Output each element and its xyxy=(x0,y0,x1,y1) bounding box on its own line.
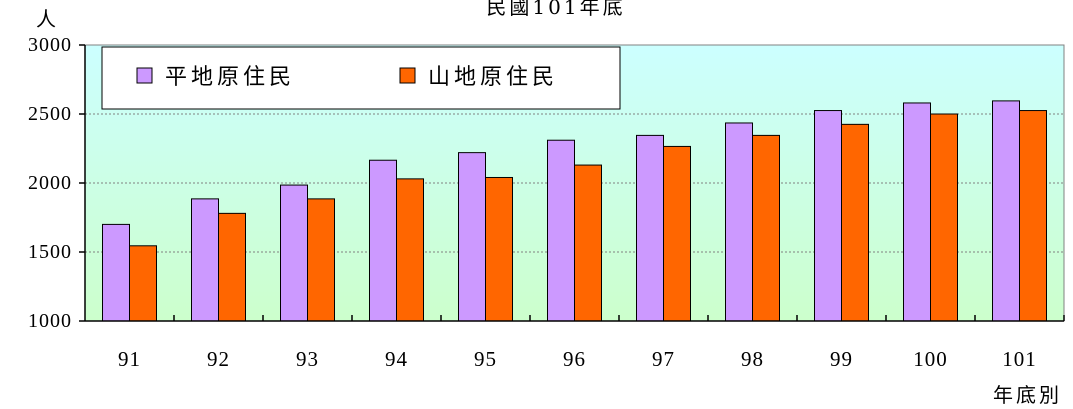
bar-mountain-97 xyxy=(663,145,691,322)
x-tick-label: 97 xyxy=(652,347,675,371)
bar-plains-99 xyxy=(814,110,842,322)
bar-mountain-92 xyxy=(218,212,246,322)
legend-label-plains: 平地原住民 xyxy=(165,65,295,90)
bar-mountain-93 xyxy=(307,198,335,322)
bar-mountain-98 xyxy=(752,134,780,322)
y-tick-label: 3000 xyxy=(28,34,72,56)
x-tick-label: 94 xyxy=(385,347,408,371)
bar-plains-96 xyxy=(547,139,575,322)
y-axis-label: 人 xyxy=(36,7,59,31)
x-axis-label: 年底別 xyxy=(993,383,1062,407)
bars xyxy=(102,100,1047,322)
x-tick-label: 101 xyxy=(1002,347,1037,371)
bar-mountain-94 xyxy=(396,178,424,322)
bar-plains-91 xyxy=(102,223,130,322)
x-tick-label: 92 xyxy=(207,347,230,371)
x-tick-label: 91 xyxy=(118,347,141,371)
x-tick-label: 100 xyxy=(913,347,948,371)
bar-plains-100 xyxy=(903,102,931,322)
legend-label-mountain: 山地原住民 xyxy=(428,65,558,90)
bar-plains-92 xyxy=(191,198,219,322)
legend-swatch-mountain xyxy=(399,67,416,84)
bar-plains-101 xyxy=(992,100,1020,322)
x-tick-label: 96 xyxy=(563,347,586,371)
chart-title: 民國101年底 xyxy=(486,0,625,19)
x-axis-ticks xyxy=(173,315,1065,321)
bar-mountain-100 xyxy=(930,113,958,322)
bar-mountain-95 xyxy=(485,176,513,322)
legend-box xyxy=(101,46,621,110)
bar-mountain-96 xyxy=(574,164,602,322)
x-tick-label: 93 xyxy=(296,347,319,371)
x-axis-labels: 91 92 93 94 95 96 97 98 99 100 101 xyxy=(118,347,1037,371)
x-tick-label: 98 xyxy=(741,347,764,371)
legend-swatch-plains xyxy=(136,67,153,84)
bar-plains-97 xyxy=(636,134,664,322)
bar-plains-93 xyxy=(280,184,308,322)
bar-mountain-99 xyxy=(841,123,869,322)
bar-plains-94 xyxy=(369,159,397,322)
y-tick-label: 2500 xyxy=(28,103,72,125)
bar-plains-98 xyxy=(725,122,753,322)
legend: 平地原住民 山地原住民 xyxy=(101,46,621,110)
y-tick-label: 1500 xyxy=(28,241,72,263)
bar-plains-95 xyxy=(458,152,486,322)
y-tick-label: 2000 xyxy=(28,172,72,194)
bar-mountain-91 xyxy=(129,245,157,322)
y-axis-ticks: 1000 1500 2000 2500 3000 xyxy=(28,34,85,332)
bar-mountain-101 xyxy=(1019,110,1047,322)
y-tick-label: 1000 xyxy=(28,310,72,332)
x-tick-label: 95 xyxy=(474,347,497,371)
x-tick-label: 99 xyxy=(830,347,853,371)
